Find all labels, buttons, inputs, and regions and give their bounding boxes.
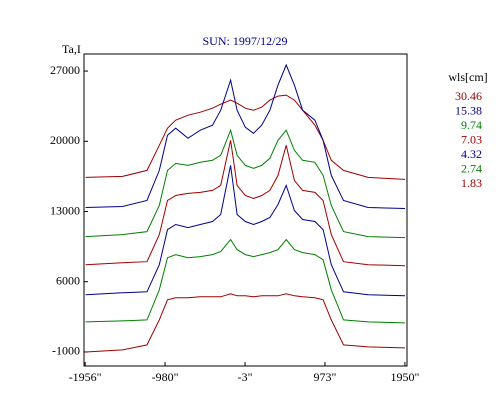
series-line xyxy=(85,94,406,180)
series-line xyxy=(85,165,406,297)
y-tick-label: 27000 xyxy=(50,63,80,77)
legend-label: 7.03 xyxy=(461,132,482,146)
legend-label: 2.74 xyxy=(461,161,482,175)
legend-label: 9.74 xyxy=(461,118,482,132)
chart-title: SUN: 1997/12/29 xyxy=(202,34,287,48)
legend-label: 30.46 xyxy=(455,89,482,103)
series-line xyxy=(85,238,406,324)
x-tick-label: 973" xyxy=(314,370,337,384)
series-line xyxy=(85,63,406,209)
x-tick-label: -3" xyxy=(238,370,253,384)
x-tick-label: 1950" xyxy=(390,370,419,384)
y-tick-label: 20000 xyxy=(50,133,80,147)
series-line xyxy=(85,128,406,239)
x-tick-label: -980" xyxy=(152,370,179,384)
legend-label: 1.83 xyxy=(461,176,482,190)
legend-title: wls[cm] xyxy=(448,70,487,84)
y-tick-label: 13000 xyxy=(50,203,80,217)
plot-frame xyxy=(83,53,408,367)
x-tick-label: -1956" xyxy=(69,370,102,384)
y-tick-label: -1000 xyxy=(52,344,80,358)
series-line xyxy=(85,293,406,353)
y-tick-label: 6000 xyxy=(56,273,80,287)
y-axis-label: Ta,I xyxy=(62,42,81,56)
series-line xyxy=(85,140,406,267)
legend-label: 4.32 xyxy=(461,147,482,161)
legend-label: 15.38 xyxy=(455,103,482,117)
